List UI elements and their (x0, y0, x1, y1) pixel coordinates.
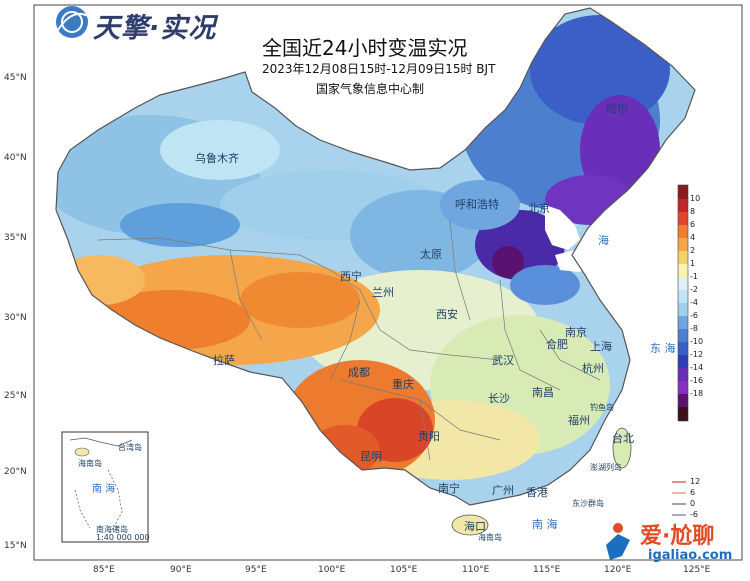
logo-text: 天擎·实况 (93, 13, 217, 44)
map-time-range: 2023年12月08日15时-12月09日15时 BJT (262, 62, 496, 76)
lat-label: 15°N (4, 541, 27, 551)
island-label: 钓鱼岛 (590, 403, 614, 412)
lon-label: 95°E (245, 565, 267, 575)
color-legend (677, 184, 689, 422)
map-title: 全国近24小时变温实况 (262, 36, 468, 60)
taiwan-island (612, 427, 632, 469)
city-label: 西宁 (340, 270, 362, 283)
city-label: 上海 (590, 340, 612, 353)
sea-label: 南 海 (532, 518, 558, 531)
lon-label: 125°E (683, 565, 711, 575)
island-label: 澎湖列岛 (590, 463, 622, 472)
legend-label: -8 (690, 324, 698, 333)
city-label: 昆明 (360, 450, 382, 463)
lat-label: 30°N (4, 313, 27, 323)
lon-label: 85°E (93, 565, 115, 575)
sea-label: 海 (598, 234, 609, 247)
city-label: 长沙 (488, 392, 510, 405)
city-label: 南宁 (438, 482, 460, 495)
legend-label: -4 (690, 298, 698, 307)
city-label: 拉萨 (213, 354, 235, 367)
island-label: 东沙群岛 (572, 499, 604, 508)
legend-label: -6 (690, 311, 698, 320)
lat-label: 45°N (4, 73, 27, 83)
legend-label: 8 (690, 207, 696, 216)
city-label: 海口 (464, 520, 486, 533)
city-label: 北京 (528, 202, 550, 215)
line-legend (672, 481, 686, 516)
lat-label: 25°N (4, 391, 27, 401)
map-frame (33, 4, 743, 561)
city-label: 杭州 (582, 362, 604, 375)
inset-label: 海南岛 (78, 459, 102, 468)
map-source: 国家气象信息中心制 (316, 82, 425, 96)
legend-label: 6 (690, 220, 696, 229)
legend-label: -14 (690, 363, 704, 372)
logo-emblem (56, 6, 89, 38)
city-label: 呼和浩特 (455, 198, 499, 211)
legend-label: 1 (690, 259, 696, 268)
country-boundary (55, 7, 696, 506)
city-label: 兰州 (372, 286, 394, 299)
line-legend-label: 0 (690, 499, 696, 508)
inset-label: 台湾岛 (118, 443, 142, 452)
inset-label: 1:40 000 000 (96, 533, 150, 542)
city-label: 成都 (348, 366, 370, 379)
city-label: 哈尔 (606, 102, 628, 115)
legend-label: -16 (690, 376, 704, 385)
legend-label: -18 (690, 389, 704, 398)
legend-label: -12 (690, 350, 704, 359)
sea-label: 东 海 (650, 342, 676, 355)
lat-label: 35°N (4, 233, 27, 243)
lon-label: 110°E (462, 565, 490, 575)
city-label: 广州 (492, 484, 514, 497)
lon-label: 90°E (170, 565, 192, 575)
inset-label: 南 海 (92, 484, 116, 495)
legend-label: 2 (690, 246, 696, 255)
watermark-domain: igaliao.com (648, 548, 733, 563)
city-label: 西安 (436, 308, 458, 321)
city-label: 贵阳 (418, 430, 440, 443)
city-label: 太原 (420, 248, 442, 261)
legend-label: -10 (690, 337, 704, 346)
line-legend-label: -6 (690, 510, 698, 519)
inset-label: 南海诸岛 (96, 525, 128, 534)
legend-label: 4 (690, 233, 696, 242)
watermark-text: 爱·尬聊 (640, 524, 715, 549)
city-label: 福州 (568, 414, 590, 427)
hainan-island (451, 514, 489, 536)
lon-label: 120°E (604, 565, 632, 575)
line-legend-label: 12 (690, 477, 701, 486)
legend-label: -1 (690, 272, 698, 281)
line-legend-label: 6 (690, 488, 696, 497)
city-label: 武汉 (492, 354, 514, 367)
island-label: 海南岛 (478, 533, 502, 542)
city-label: 香港 (526, 486, 548, 499)
lon-label: 105°E (390, 565, 418, 575)
lat-label: 40°N (4, 153, 27, 163)
city-label: 台北 (612, 432, 634, 445)
province-boundaries (97, 219, 601, 461)
city-label: 乌鲁木齐 (195, 152, 239, 165)
lon-label: 100°E (318, 565, 346, 575)
legend-label: 10 (690, 194, 701, 203)
city-label: 南昌 (532, 386, 554, 399)
city-label: 合肥 (546, 338, 568, 351)
legend-label: -2 (690, 285, 698, 294)
lon-label: 115°E (533, 565, 561, 575)
watermark-figure-icon (606, 523, 630, 560)
lat-label: 20°N (4, 467, 27, 477)
city-label: 南京 (565, 326, 587, 339)
city-label: 重庆 (392, 378, 414, 391)
